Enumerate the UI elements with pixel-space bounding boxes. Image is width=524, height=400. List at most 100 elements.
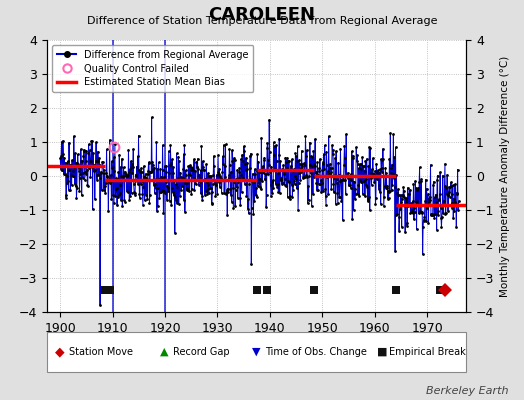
Point xyxy=(370,174,379,180)
Point xyxy=(397,199,406,205)
Point xyxy=(408,198,417,204)
Point xyxy=(420,218,428,224)
Point xyxy=(416,209,424,215)
Point xyxy=(118,156,126,162)
Point xyxy=(187,167,195,173)
Point xyxy=(420,214,429,221)
Point xyxy=(206,184,215,191)
Point xyxy=(427,162,435,168)
Point xyxy=(236,202,245,208)
Point xyxy=(316,156,324,162)
Point xyxy=(424,196,433,202)
Point xyxy=(363,156,371,162)
Point xyxy=(242,193,250,199)
Point xyxy=(437,215,445,221)
Point xyxy=(171,194,179,200)
Point xyxy=(110,200,118,206)
Point xyxy=(390,184,399,191)
Point xyxy=(169,170,177,176)
Point xyxy=(81,168,90,175)
Point xyxy=(161,179,170,185)
Point xyxy=(85,164,93,171)
Point xyxy=(268,190,277,196)
Point xyxy=(171,230,179,236)
Point xyxy=(350,207,358,213)
Point xyxy=(401,229,409,235)
Point xyxy=(421,202,429,209)
Point xyxy=(394,186,402,192)
Point xyxy=(203,182,212,188)
Point xyxy=(366,207,374,213)
Point xyxy=(211,177,219,184)
Point xyxy=(311,170,320,176)
Point xyxy=(435,196,443,203)
Point xyxy=(268,177,277,184)
Point xyxy=(379,203,388,209)
Point xyxy=(293,158,301,164)
Point xyxy=(242,154,250,161)
Point xyxy=(256,176,265,182)
Point xyxy=(142,174,150,181)
Point xyxy=(411,178,419,184)
Point xyxy=(384,196,392,202)
Point xyxy=(147,114,156,120)
Point xyxy=(394,191,402,198)
Point xyxy=(287,166,295,172)
Point xyxy=(173,200,181,207)
Point xyxy=(212,182,221,188)
Point xyxy=(134,132,143,139)
Point xyxy=(188,186,196,192)
Point xyxy=(107,158,116,165)
Point xyxy=(159,166,167,173)
Point xyxy=(304,183,312,190)
Point xyxy=(374,167,382,174)
Point xyxy=(444,192,453,198)
Point xyxy=(347,177,356,183)
Point xyxy=(128,170,137,176)
Point xyxy=(185,188,193,194)
Point xyxy=(357,166,366,172)
Point xyxy=(419,217,428,223)
Point xyxy=(310,161,318,168)
Point xyxy=(413,200,422,207)
Point xyxy=(100,167,108,174)
Point xyxy=(377,156,385,162)
Point xyxy=(202,161,211,167)
Point xyxy=(217,175,225,182)
Point xyxy=(448,199,456,206)
Point xyxy=(235,168,243,175)
Point xyxy=(87,138,95,144)
Point xyxy=(224,189,232,196)
Point xyxy=(216,173,224,180)
Point xyxy=(412,185,420,191)
Point xyxy=(451,198,460,205)
Point xyxy=(191,180,200,186)
Point xyxy=(85,147,94,153)
Point xyxy=(391,144,400,150)
Point xyxy=(403,222,411,229)
Point xyxy=(298,162,306,169)
Point xyxy=(334,172,343,178)
Point xyxy=(431,194,439,200)
Point xyxy=(294,180,303,186)
Point xyxy=(248,171,257,177)
Point xyxy=(441,160,449,167)
Point xyxy=(77,146,85,152)
Point xyxy=(344,175,353,182)
Point xyxy=(157,189,165,195)
Point xyxy=(330,175,339,181)
Point xyxy=(160,174,168,180)
Point xyxy=(57,166,65,172)
Point xyxy=(162,169,170,175)
Point xyxy=(168,188,177,195)
Point xyxy=(180,142,189,148)
Point xyxy=(314,180,323,187)
Point xyxy=(172,197,180,204)
Point xyxy=(340,176,348,183)
Point xyxy=(322,148,331,155)
Point xyxy=(158,142,167,148)
Point xyxy=(352,144,361,151)
Point xyxy=(348,216,356,222)
Point xyxy=(219,153,227,160)
Point xyxy=(56,155,64,162)
